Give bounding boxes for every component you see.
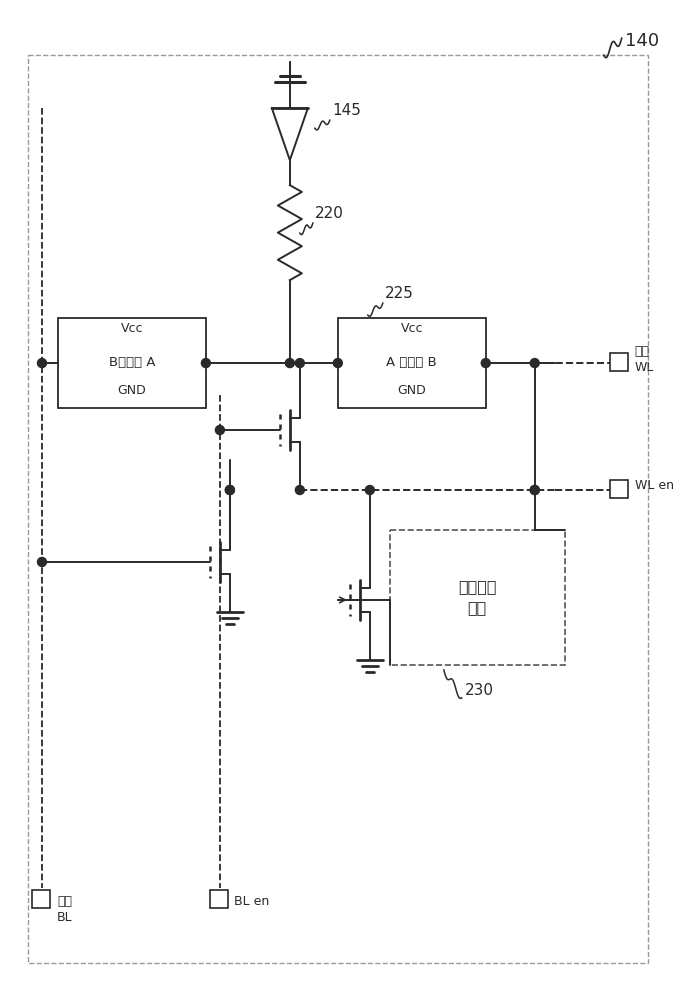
Bar	[610, 480, 628, 498]
Text: 230: 230	[464, 683, 494, 698]
Bar	[610, 353, 628, 371]
Circle shape	[333, 359, 342, 368]
Circle shape	[38, 557, 46, 566]
Text: 145: 145	[332, 103, 361, 118]
Text: 140: 140	[625, 32, 659, 50]
Text: 共用
BL: 共用 BL	[57, 895, 72, 924]
Bar	[58, 318, 206, 408]
Bar	[210, 890, 228, 908]
Text: 共用
WL: 共用 WL	[635, 345, 654, 374]
Circle shape	[365, 486, 374, 495]
Text: GND: GND	[117, 384, 146, 397]
Circle shape	[201, 359, 210, 368]
Bar	[338, 318, 486, 408]
Circle shape	[530, 359, 540, 368]
Text: GND: GND	[398, 384, 426, 397]
Circle shape	[215, 426, 225, 435]
Text: BL en: BL en	[234, 895, 269, 908]
Text: 225: 225	[385, 286, 414, 301]
Text: B缓冲器 A: B缓冲器 A	[109, 356, 155, 369]
Text: WL en: WL en	[635, 479, 673, 492]
Circle shape	[285, 359, 294, 368]
Bar	[32, 890, 50, 908]
Text: 反馈抑制
电路: 反馈抑制 电路	[458, 579, 497, 615]
Circle shape	[295, 486, 305, 495]
Circle shape	[530, 486, 540, 495]
Text: Vcc: Vcc	[400, 322, 423, 335]
Circle shape	[295, 359, 305, 368]
Circle shape	[482, 359, 490, 368]
Text: A 缓冲器 B: A 缓冲器 B	[387, 356, 437, 369]
Circle shape	[225, 486, 234, 495]
Circle shape	[530, 486, 540, 495]
Bar	[390, 530, 565, 665]
Text: Vcc: Vcc	[121, 322, 143, 335]
Circle shape	[38, 359, 46, 368]
Text: 220: 220	[315, 206, 344, 221]
Circle shape	[225, 486, 234, 495]
